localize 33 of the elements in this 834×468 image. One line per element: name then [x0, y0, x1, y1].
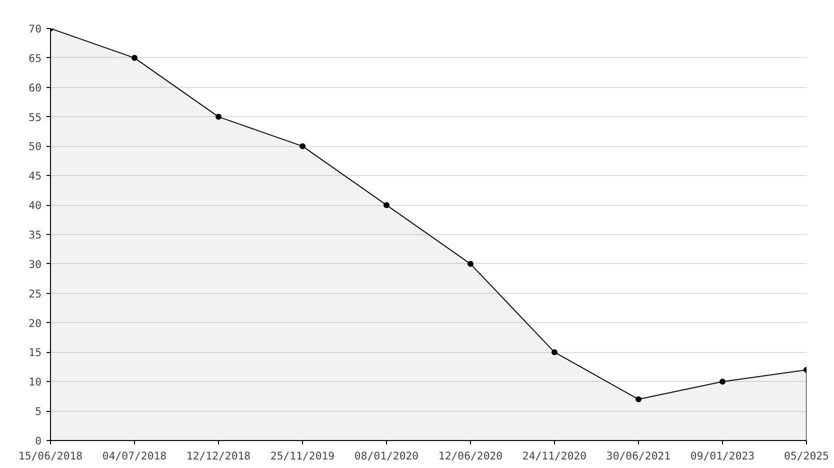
y-tick-label: 35: [28, 228, 42, 242]
point: [132, 54, 138, 61]
y-tick-label: 55: [28, 110, 42, 124]
y-tick-label: 65: [28, 52, 42, 65]
point: [720, 378, 726, 385]
x-tick-label: 12/12/2018: [186, 450, 251, 462]
x-tick-label: 30/06/2021: [606, 450, 671, 462]
x-tick-label: 04/07/2018: [102, 450, 167, 462]
point: [468, 260, 474, 267]
x-tick-label: 09/01/2023: [690, 450, 755, 462]
y-tick-label: 45: [28, 170, 42, 183]
point: [300, 143, 306, 150]
y-tick-label: 15: [28, 346, 42, 360]
x-tick-label: 05/2025: [784, 450, 829, 462]
point: [636, 396, 642, 402]
y-tick-label: 25: [28, 287, 42, 300]
y-tick-label: 20: [28, 316, 42, 330]
x-tick-label: 24/11/2020: [522, 450, 587, 462]
point: [384, 202, 390, 208]
y-tick-label: 5: [35, 405, 42, 418]
x-tick-label: 08/01/2020: [354, 450, 419, 462]
x-tick-label: 12/06/2020: [438, 450, 503, 462]
x-tick-label: 25/11/2019: [270, 450, 335, 462]
y-tick-label: 50: [28, 140, 42, 154]
y-tick-label: 30: [28, 258, 42, 271]
point: [552, 349, 558, 356]
x-tick-label: 15/06/2018: [18, 450, 83, 462]
y-tick-label: 70: [28, 22, 42, 36]
point: [216, 114, 222, 120]
y-tick-label: 10: [28, 376, 42, 389]
y-tick-label: 60: [28, 81, 42, 94]
y-tick-label: 0: [35, 434, 42, 448]
y-tick-label: 40: [28, 199, 42, 212]
